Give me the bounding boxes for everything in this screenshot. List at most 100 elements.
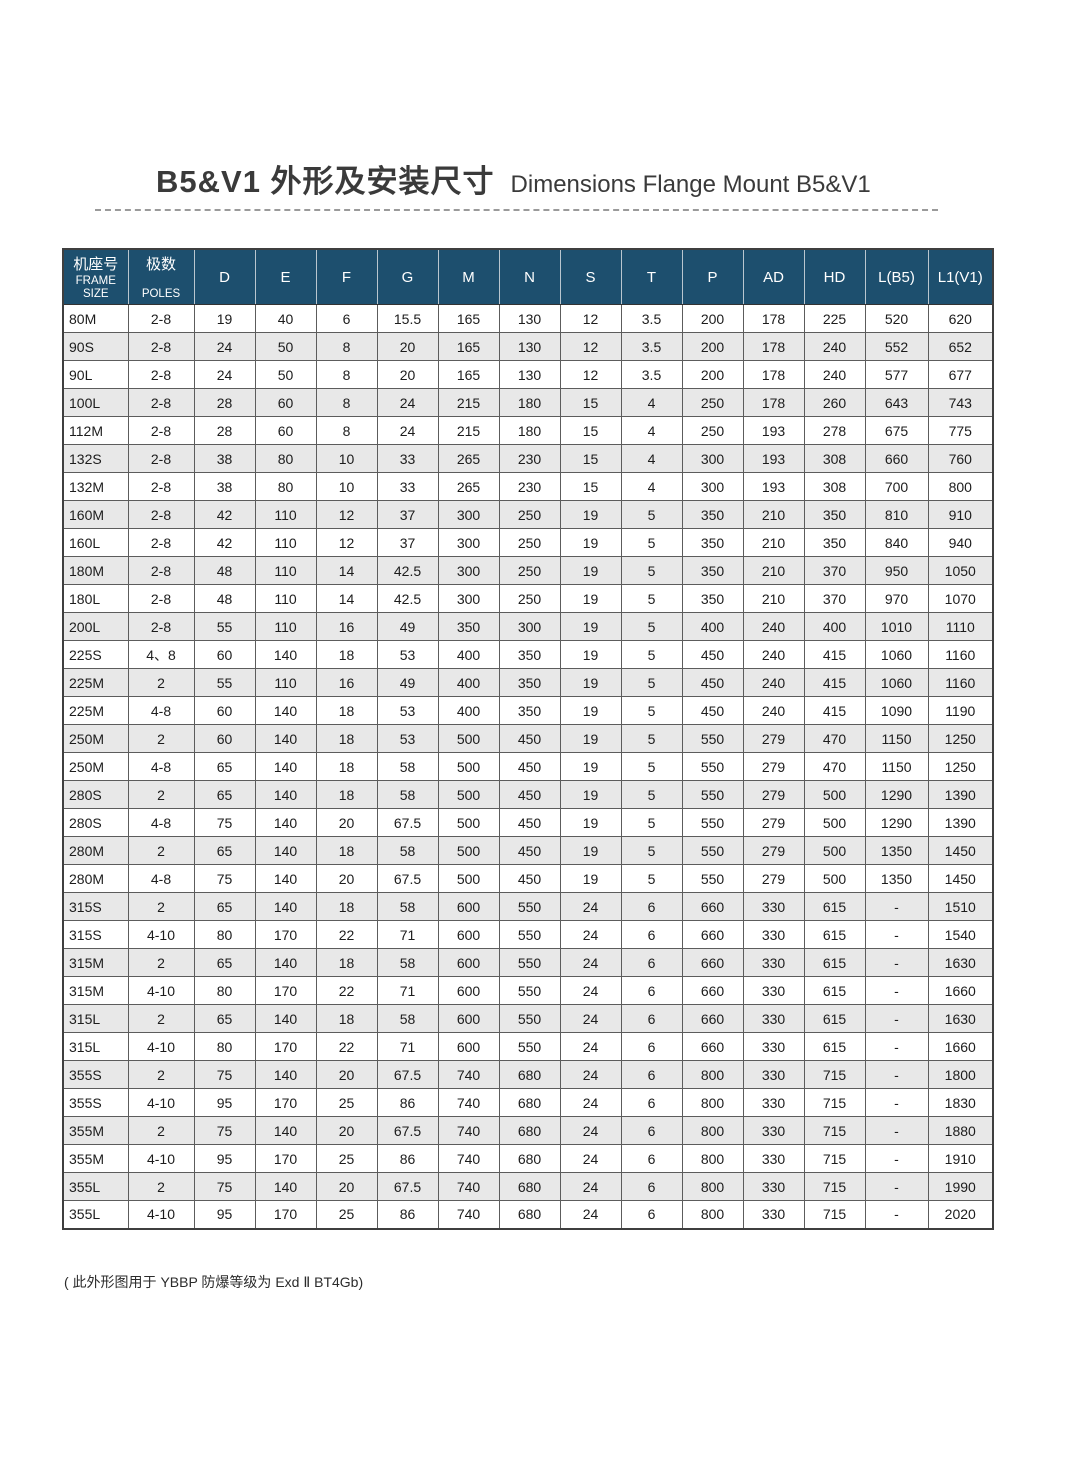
dim-cell: 470 (803, 724, 866, 753)
dim-cell: 550 (498, 920, 561, 949)
dim-cell: 1510 (927, 892, 994, 921)
dim-cell: 300 (437, 584, 500, 613)
frame-size-cell: 315M (62, 976, 129, 1005)
dim-cell: 400 (803, 612, 866, 641)
dim-cell: 65 (193, 892, 256, 921)
dim-cell: 350 (803, 528, 866, 557)
dim-cell: - (864, 1060, 929, 1089)
dim-cell: 240 (803, 360, 866, 389)
dim-cell: 3.5 (620, 360, 683, 389)
dim-cell: 330 (742, 1032, 805, 1061)
dim-cell: 250 (498, 500, 561, 529)
dim-cell: 24 (559, 1088, 622, 1117)
dim-cell: 42.5 (376, 556, 439, 585)
dim-cell: 6 (315, 304, 378, 333)
dim-cell: 250 (498, 556, 561, 585)
dim-cell: 260 (803, 388, 866, 417)
dim-cell: 12 (559, 360, 622, 389)
dim-cell: 500 (437, 808, 500, 837)
dim-cell: 740 (437, 1172, 500, 1201)
dim-cell: 6 (620, 1144, 683, 1173)
dim-cell: 5 (620, 836, 683, 865)
dim-cell: 33 (376, 472, 439, 501)
dim-cell: 4 (620, 472, 683, 501)
dim-cell: 53 (376, 640, 439, 669)
dim-cell: 550 (681, 752, 744, 781)
dim-cell: 1880 (927, 1116, 994, 1145)
dim-cell: 550 (681, 864, 744, 893)
dim-cell: 178 (742, 388, 805, 417)
poles-cell: 2 (127, 836, 195, 865)
dim-cell: 170 (254, 1088, 317, 1117)
dim-cell: 24 (559, 1144, 622, 1173)
dim-cell: 19 (559, 752, 622, 781)
dim-cell: 330 (742, 920, 805, 949)
dim-cell: 15.5 (376, 304, 439, 333)
dim-cell: 600 (437, 892, 500, 921)
dim-cell: 10 (315, 444, 378, 473)
dim-cell: 24 (559, 1200, 622, 1229)
dim-cell: 330 (742, 892, 805, 921)
header-frame-size: 机座号 FRAME SIZE (62, 248, 129, 305)
dim-cell: 80 (254, 444, 317, 473)
dim-cell: 240 (742, 612, 805, 641)
frame-size-cell: 315S (62, 892, 129, 921)
dim-cell: 225 (803, 304, 866, 333)
dim-cell: 24 (559, 1116, 622, 1145)
dim-cell: 1290 (864, 780, 929, 809)
footnote: ( 此外形图用于 YBBP 防爆等级为 Exd Ⅱ BT4Gb) (64, 1274, 364, 1290)
dim-cell: 5 (620, 500, 683, 529)
header-col-s: S (559, 248, 622, 305)
dim-cell: 24 (559, 892, 622, 921)
dim-cell: 140 (254, 808, 317, 837)
dim-cell: 740 (437, 1060, 500, 1089)
header-frame-size-en2: SIZE (82, 288, 109, 301)
poles-cell: 4-10 (127, 1032, 195, 1061)
frame-size-cell: 90L (62, 360, 129, 389)
header-col-e: E (254, 248, 317, 305)
dim-cell: 330 (742, 1088, 805, 1117)
frame-size-cell: 280S (62, 808, 129, 837)
dim-cell: 24 (559, 1004, 622, 1033)
dim-cell: 300 (498, 612, 561, 641)
header-poles-en: POLES (141, 288, 181, 301)
dim-cell: 33 (376, 444, 439, 473)
dim-cell: 37 (376, 528, 439, 557)
dim-cell: 95 (193, 1144, 256, 1173)
poles-cell: 2-8 (127, 332, 195, 361)
dim-cell: 42 (193, 500, 256, 529)
dim-cell: 279 (742, 752, 805, 781)
dim-cell: 1390 (927, 808, 994, 837)
poles-cell: 2 (127, 724, 195, 753)
dim-cell: 350 (437, 612, 500, 641)
dim-cell: 950 (864, 556, 929, 585)
dim-cell: 24 (559, 976, 622, 1005)
dim-cell: 279 (742, 780, 805, 809)
dim-cell: 775 (927, 416, 994, 445)
dim-cell: 200 (681, 360, 744, 389)
table-row: 355L 4-10 95 170 25 86 740 680 24 6 800 330 715-2020 (62, 1200, 994, 1229)
dim-cell: 180 (498, 388, 561, 417)
dim-cell: 140 (254, 864, 317, 893)
table-row: 180L 2-8 48 110 14 42.5 300 250 19 5 350 210 370 970 1… (62, 584, 994, 613)
poles-cell: 2 (127, 1060, 195, 1089)
dim-cell: 1660 (927, 976, 994, 1005)
poles-cell: 4-10 (127, 920, 195, 949)
dim-cell: 800 (681, 1088, 744, 1117)
frame-size-cell: 280M (62, 836, 129, 865)
poles-cell: 2-8 (127, 360, 195, 389)
frame-size-cell: 315L (62, 1032, 129, 1061)
dim-cell: 4 (620, 388, 683, 417)
frame-size-cell: 355M (62, 1144, 129, 1173)
frame-size-cell: 100L (62, 388, 129, 417)
dim-cell: 5 (620, 752, 683, 781)
dim-cell: 1540 (927, 920, 994, 949)
frame-size-cell: 80M (62, 304, 129, 333)
dim-cell: 24 (376, 416, 439, 445)
dim-cell: 58 (376, 836, 439, 865)
dim-cell: 250 (498, 584, 561, 613)
dim-cell: 800 (681, 1116, 744, 1145)
dim-cell: 6 (620, 976, 683, 1005)
dim-cell: 140 (254, 780, 317, 809)
